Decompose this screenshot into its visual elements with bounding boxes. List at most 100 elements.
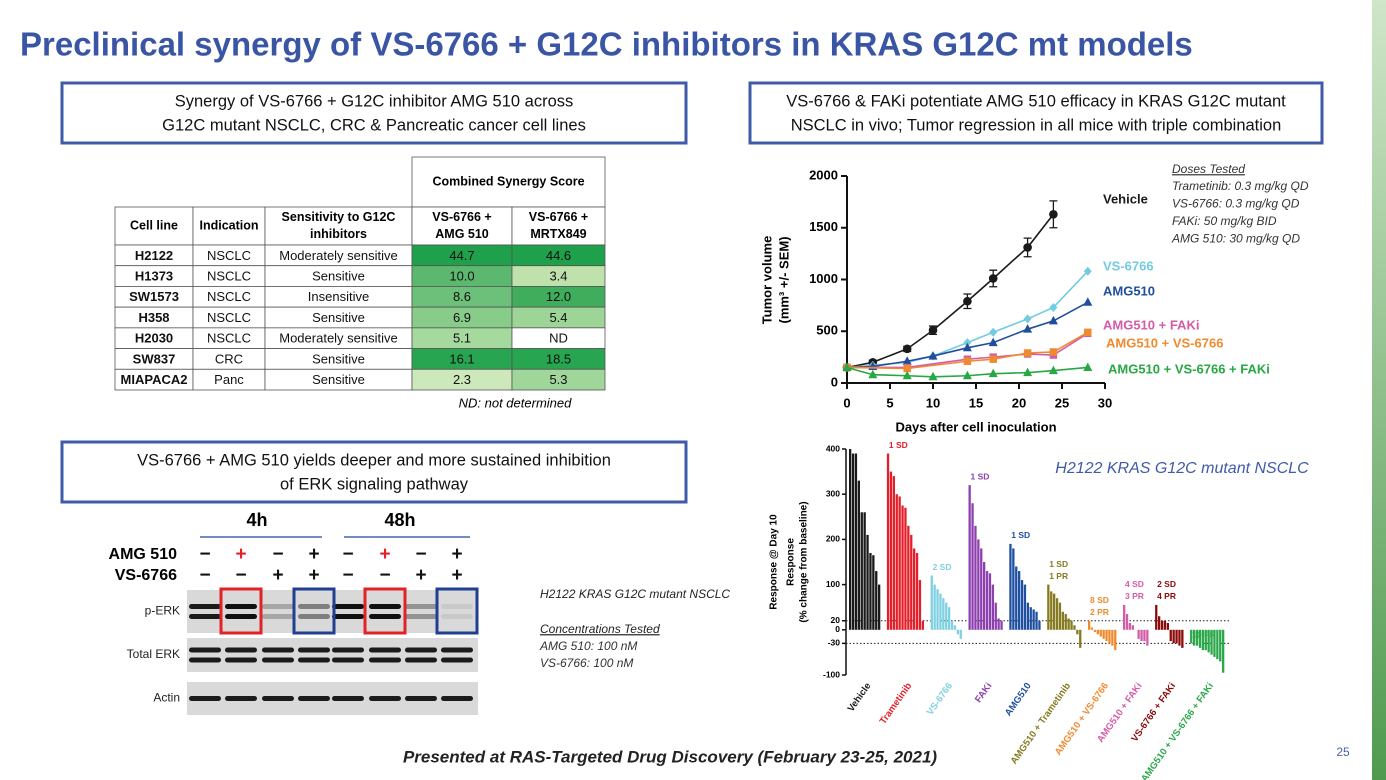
bar: [892, 476, 895, 630]
marker: [989, 355, 997, 363]
bar: [1053, 593, 1056, 630]
y-tick-label: 200: [826, 534, 840, 544]
table-header: AMG 510: [435, 227, 489, 241]
heading-line: VS-6766 & FAKi potentiate AMG 510 effica…: [786, 92, 1286, 110]
group-note: 4 PR: [1157, 591, 1176, 601]
bar: [1219, 629, 1222, 662]
treatment-sign: +: [451, 544, 462, 565]
bar: [918, 580, 922, 630]
marker: [928, 351, 938, 360]
heading-line: VS-6766 + AMG 510 yields deeper and more…: [137, 451, 611, 469]
bar: [945, 602, 948, 630]
marker: [902, 356, 912, 365]
bar: [977, 539, 980, 630]
y-tick-label: 400: [826, 443, 840, 453]
treatment-sign: +: [308, 544, 319, 565]
blot-band: [189, 647, 221, 653]
bar: [875, 571, 878, 630]
doses-heading: Doses Tested: [1172, 162, 1245, 176]
bar: [985, 571, 989, 630]
bar: [1096, 629, 1099, 635]
bar: [1207, 629, 1210, 653]
table-header: VS-6766 +: [529, 210, 588, 224]
bar: [983, 562, 986, 630]
table-text: ND: [549, 331, 568, 346]
bar: [933, 584, 936, 630]
table-text: Moderately sensitive: [279, 331, 398, 346]
y-axis-label: Response @ Day 10: [769, 514, 780, 610]
bar: [1020, 580, 1024, 630]
doses-line: Trametinib: 0.3 mg/kg QD: [1172, 179, 1309, 193]
bar: [936, 589, 939, 630]
bar: [869, 552, 872, 630]
treatment-sign: −: [272, 544, 283, 565]
treatment-sign: −: [235, 565, 246, 586]
blot-band: [262, 657, 294, 663]
bar: [1137, 629, 1140, 639]
bar: [878, 584, 881, 630]
y-axis-label: Response: [786, 538, 797, 586]
marker: [989, 327, 998, 337]
bar: [1210, 629, 1213, 655]
blot-band: [262, 604, 294, 609]
marker: [1083, 362, 1093, 371]
marker: [1049, 302, 1058, 312]
timepoint: 4h: [246, 510, 267, 530]
bar: [1064, 613, 1067, 630]
x-tick-label: 15: [969, 395, 983, 410]
treatment-sign: +: [272, 565, 283, 586]
blot-band: [369, 604, 401, 609]
table-text: Sensitive: [312, 269, 365, 284]
table-text: 8.6: [453, 289, 471, 304]
group-note: 2 PR: [1090, 607, 1109, 617]
marker: [963, 338, 972, 348]
table-text: Moderately sensitive: [279, 248, 398, 263]
x-tick-label: 10: [926, 395, 940, 410]
bar: [1023, 584, 1027, 630]
marker: [963, 357, 972, 365]
blot-label: p-ERK: [145, 604, 180, 618]
bar: [1140, 629, 1143, 642]
blot-band: [369, 696, 401, 701]
footer: Presented at RAS-Targeted Drug Discovery…: [403, 747, 937, 766]
blot-band: [298, 657, 330, 663]
bar: [915, 552, 919, 630]
bar: [857, 480, 860, 630]
group-note: 1 PR: [1049, 571, 1068, 581]
bar: [1204, 629, 1207, 651]
bar: [901, 505, 904, 630]
bar: [921, 620, 924, 630]
bar: [1038, 620, 1041, 630]
bar: [968, 485, 971, 630]
table-text: Insensitive: [308, 289, 369, 304]
blot-band: [405, 647, 437, 653]
blot-band: [332, 657, 364, 663]
bar: [1032, 609, 1035, 630]
bar: [849, 449, 852, 630]
bar: [1105, 629, 1108, 642]
treatment-sign: −: [342, 565, 353, 586]
bar: [1123, 604, 1126, 630]
blot-band: [189, 604, 221, 609]
blot-band: [225, 657, 257, 663]
highlight-box: [363, 587, 407, 635]
group-note: 1 SD: [971, 471, 990, 481]
table-text: 16.1: [449, 351, 474, 366]
blot-band: [369, 614, 401, 619]
group-label: AMG510: [1003, 681, 1034, 718]
treatment-sign: +: [415, 565, 426, 586]
y-tick-label: 500: [816, 323, 838, 338]
y-axis-label: Tumor volume: [759, 236, 774, 325]
marker: [868, 369, 878, 379]
marker: [1048, 365, 1058, 375]
bar: [1076, 629, 1079, 635]
bar: [863, 512, 866, 630]
treatment-label: VS-6766: [115, 567, 177, 584]
doses-line: AMG 510: 30 mg/kg QD: [1171, 232, 1300, 246]
table-text: 5.4: [549, 310, 567, 325]
blot-note: H2122 KRAS G12C mutant NSCLC: [540, 587, 730, 601]
table-text: 10.0: [449, 269, 474, 284]
table-text: MIAPACA2: [121, 372, 188, 387]
series-line: [846, 213, 1055, 369]
blot-band: [332, 614, 364, 619]
